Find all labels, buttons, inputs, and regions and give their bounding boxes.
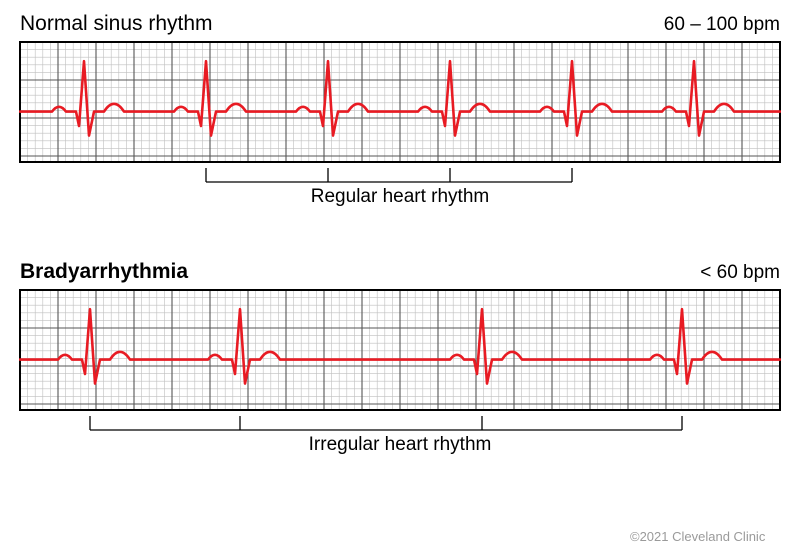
panel-bpm: < 60 bpm (600, 262, 780, 284)
copyright-text: ©2021 Cleveland Clinic (630, 529, 790, 544)
rhythm-bracket (19, 416, 781, 434)
ecg-trace (19, 289, 781, 411)
panel-bpm: 60 – 100 bpm (600, 14, 780, 36)
ecg-trace (19, 41, 781, 163)
rhythm-bracket (19, 168, 781, 186)
rhythm-caption: Regular heart rhythm (270, 186, 530, 208)
rhythm-caption: Irregular heart rhythm (270, 434, 530, 456)
panel-title: Bradyarrhythmia (20, 260, 188, 284)
panel-title: Normal sinus rhythm (20, 12, 213, 36)
ecg-diagram: Normal sinus rhythm 60 – 100 bpm Regular h… (0, 0, 800, 551)
